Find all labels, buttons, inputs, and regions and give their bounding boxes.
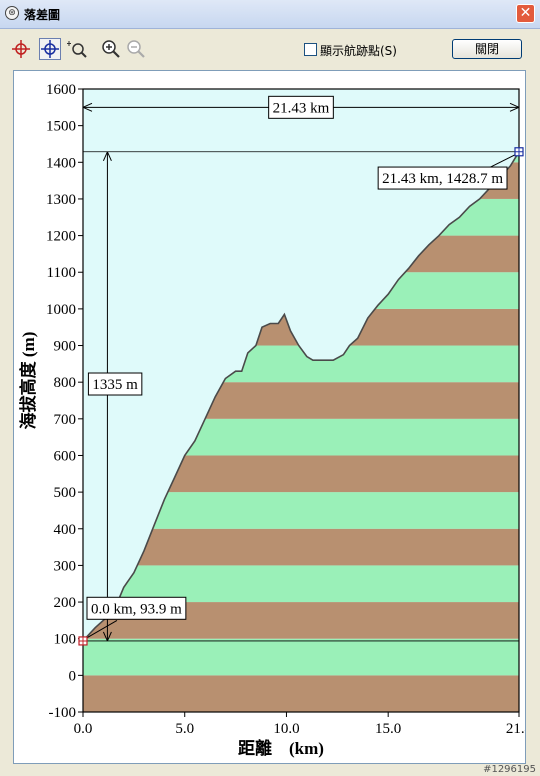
y-tick-label: 1400 — [46, 155, 76, 171]
zoom-range-icon[interactable] — [66, 38, 88, 60]
x-axis-label: 距離 (km) — [238, 738, 324, 758]
checkbox-box[interactable] — [304, 43, 317, 56]
y-tick-label: 0 — [69, 668, 77, 684]
y-tick-label: 1000 — [46, 302, 76, 318]
toolbar: 顯示航跡點(S) 關閉 — [0, 30, 540, 70]
image-id-text: #1296195 — [483, 764, 536, 775]
y-tick-label: 1300 — [46, 192, 76, 208]
y-tick-label: 1600 — [46, 82, 76, 98]
end-point-label-box — [377, 166, 508, 190]
elevation-band — [83, 675, 519, 712]
window-close-button[interactable]: ✕ — [516, 4, 535, 23]
start-leader-line — [84, 619, 118, 640]
y-tick-label: 800 — [54, 375, 77, 391]
y-tick-label: 1100 — [47, 265, 76, 281]
end-point-marker-cross — [515, 147, 523, 156]
climb-label-text: 1335 m — [92, 377, 138, 393]
elevation-band — [83, 528, 519, 566]
crosshair-blue-icon[interactable] — [39, 38, 61, 60]
start-point-label: 0.0 km, 93.9 m — [86, 596, 187, 620]
start-point-label-text: 0.0 km, 93.9 m — [91, 601, 182, 617]
y-tick-label: 1500 — [46, 119, 76, 135]
elevation-profile-line — [82, 151, 520, 642]
elevation-band — [83, 638, 519, 676]
end-point-label: 21.43 km, 1428.7 m — [377, 166, 508, 190]
y-tick-label: 200 — [54, 595, 77, 611]
climb-label-box — [87, 372, 143, 396]
app-icon: ⊛ — [5, 6, 19, 20]
x-tick-label: 21.4 — [506, 721, 525, 737]
y-tick-label: -100 — [49, 705, 77, 721]
x-tick-label: 10.0 — [273, 721, 299, 737]
y-tick-label: 100 — [54, 632, 77, 648]
y-tick-label: 900 — [54, 339, 77, 355]
close-button[interactable]: 關閉 — [452, 39, 522, 59]
elevation-profile-chart[interactable]: -100 0 100 200 300 400 500 600 700 800 900 1000 1100… — [14, 71, 533, 763]
crosshair-red-icon[interactable] — [10, 38, 32, 60]
start-point-marker-cross — [79, 636, 87, 645]
distance-label-box — [268, 95, 334, 119]
distance-label-text: 21.43 km — [273, 100, 330, 116]
climb-arrowheads — [102, 151, 112, 642]
climb-label: 1335 m — [87, 372, 143, 396]
window-title: 落差圖 — [24, 8, 61, 22]
chart-panel: -100 0 100 200 300 400 500 600 700 800 900 1000 1100… — [13, 70, 533, 764]
zoom-out-icon[interactable] — [125, 38, 147, 60]
elevation-band — [83, 565, 519, 603]
y-tick-label: 500 — [54, 485, 77, 501]
start-point-label-box — [86, 596, 187, 620]
y-tick-label: 300 — [54, 558, 77, 574]
show-waypoints-label: 顯示航跡點(S) — [320, 44, 397, 58]
title-bar: ⊛ 落差圖 ✕ — [0, 0, 540, 29]
end-leader-line — [488, 153, 518, 169]
y-tick-label: 700 — [54, 412, 77, 428]
zoom-in-icon[interactable] — [100, 38, 122, 60]
y-tick-label: 600 — [54, 448, 77, 464]
distance-label: 21.43 km — [268, 95, 334, 119]
y-tick-label: 1200 — [46, 229, 76, 245]
end-point-label-text: 21.43 km, 1428.7 m — [382, 171, 503, 187]
x-tick-label: 15.0 — [375, 721, 401, 737]
distance-arrowheads — [82, 102, 520, 112]
y-axis-label: 海拔高度 (m) — [18, 332, 38, 430]
x-tick-label: 0.0 — [74, 721, 93, 737]
x-tick-label: 5.0 — [175, 721, 194, 737]
y-tick-label: 400 — [54, 522, 77, 538]
